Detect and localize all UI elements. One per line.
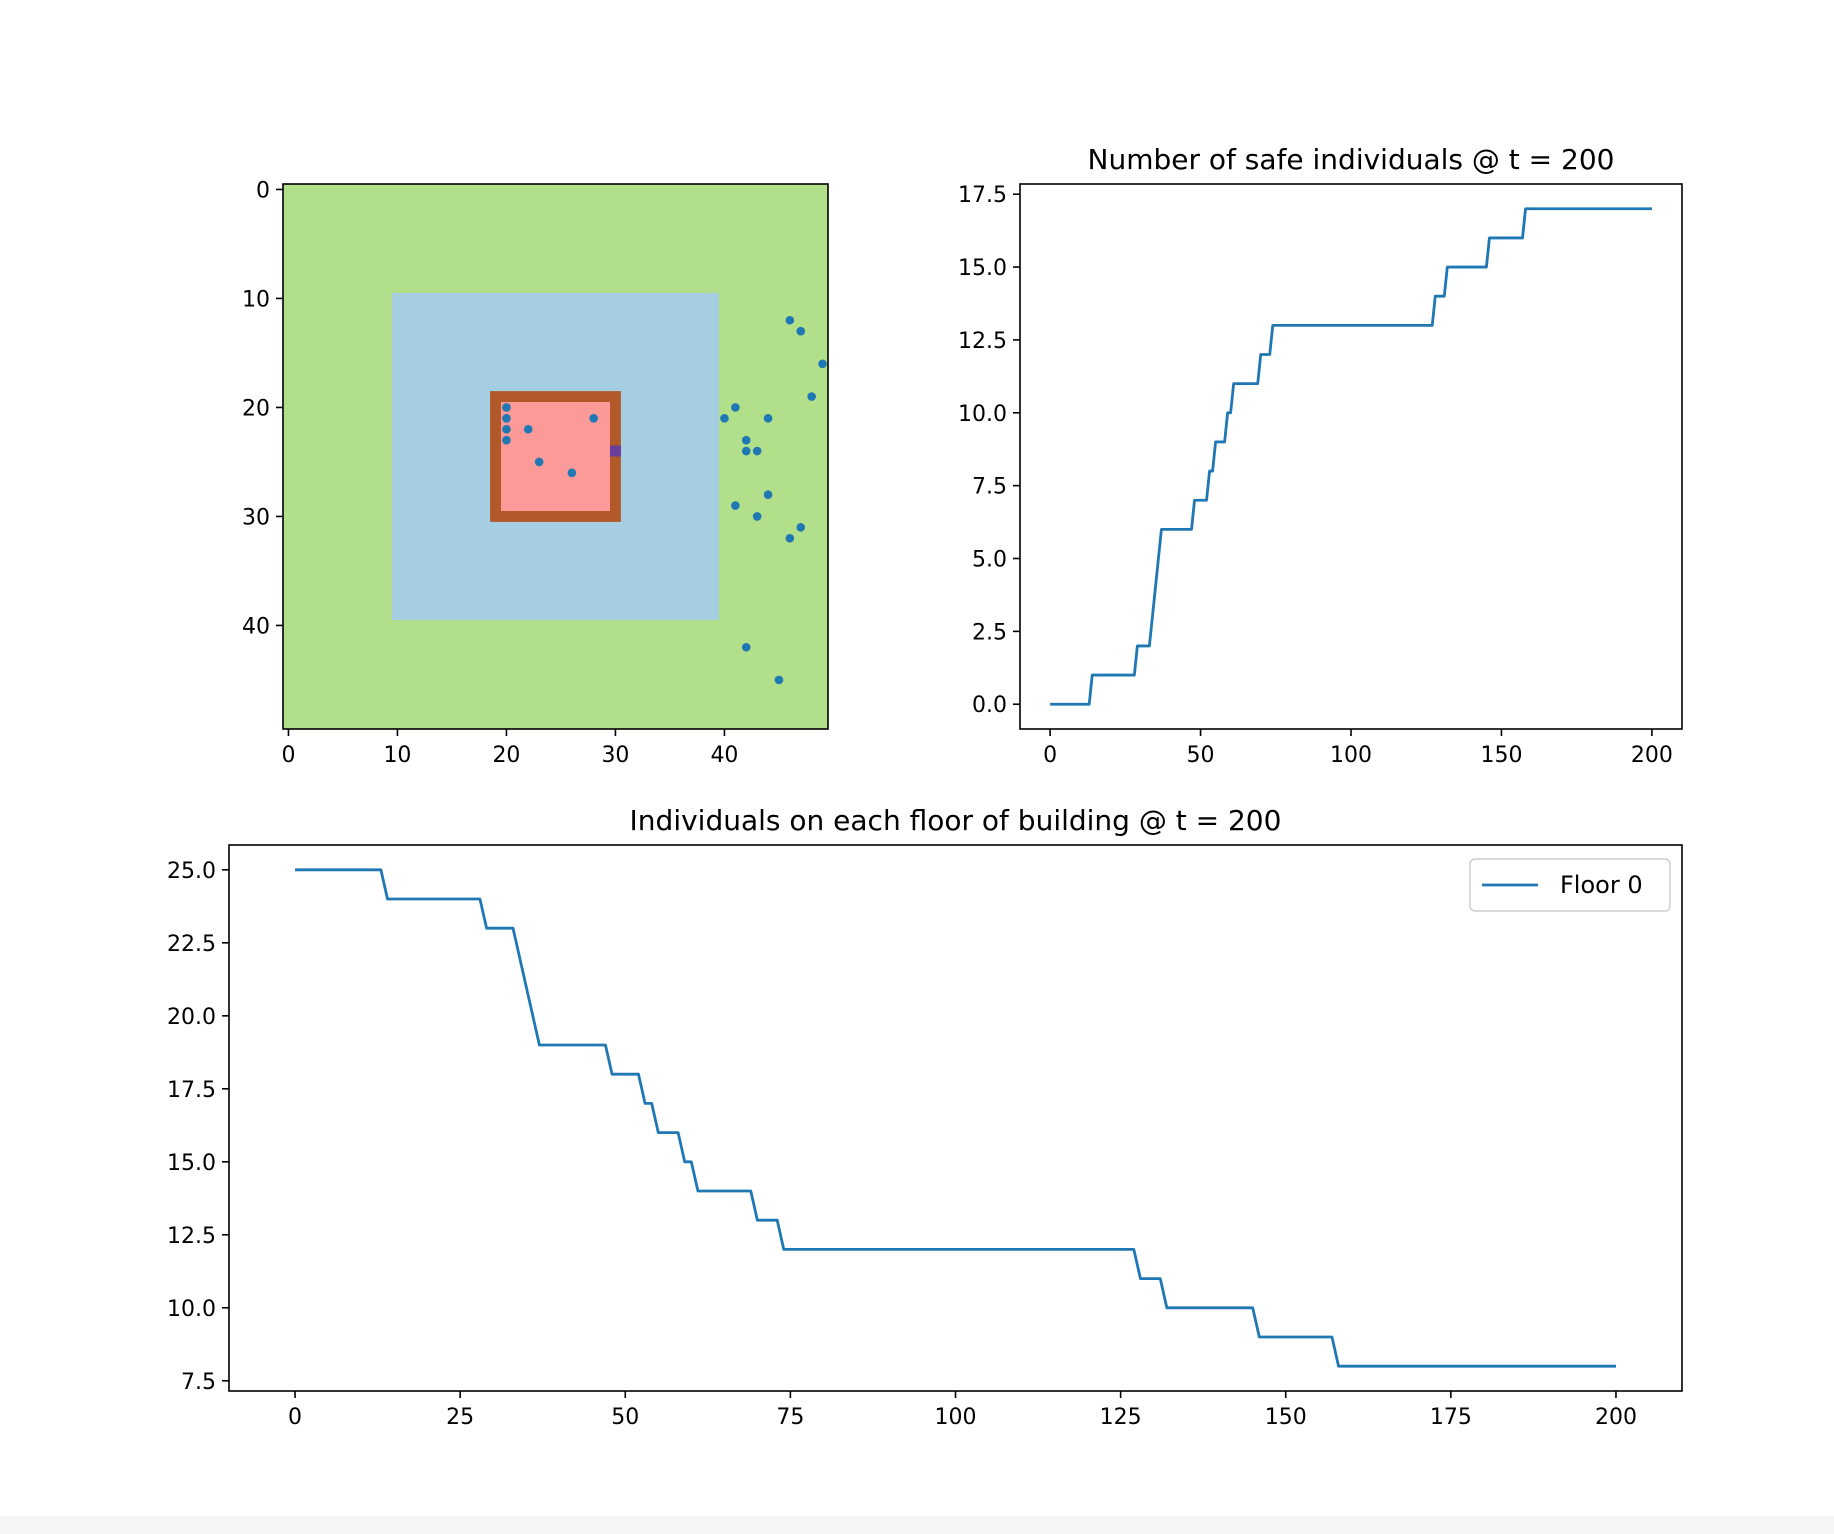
- individual-point: [502, 414, 511, 423]
- individual-point: [502, 424, 511, 434]
- x-tick-label: 50: [1187, 743, 1215, 768]
- map-region-exit: [610, 445, 621, 457]
- x-tick-label: 20: [492, 743, 520, 768]
- safe-individuals-panel: Number of safe individuals @ t = 200 0 50 1…: [958, 143, 1683, 768]
- x-tick-label: 175: [1430, 1405, 1472, 1430]
- x-tick-label: 30: [601, 743, 629, 768]
- floor-individuals-panel: Individuals on each floor of building @ …: [167, 804, 1683, 1430]
- x-tick-label: 75: [776, 1405, 804, 1430]
- individual-point: [731, 501, 740, 510]
- individual-point: [763, 414, 773, 423]
- individual-point: [796, 326, 806, 336]
- x-tick-label: 0: [288, 1405, 302, 1430]
- individual-point: [502, 403, 511, 412]
- individual-point: [752, 446, 762, 456]
- chart-title: Number of safe individuals @ t = 200: [1088, 143, 1615, 176]
- individual-point: [534, 457, 544, 467]
- x-tick-label: 125: [1100, 1405, 1142, 1430]
- individual-point: [567, 468, 577, 478]
- y-tick-label: 25.0: [167, 859, 216, 884]
- y-tick-label: 40: [242, 614, 270, 639]
- individual-point: [720, 414, 729, 423]
- y-tick-label: 0: [256, 178, 270, 203]
- x-tick-label: 10: [383, 743, 411, 768]
- y-tick-label: 0.0: [972, 693, 1007, 718]
- y-tick-label: 10: [242, 287, 270, 312]
- x-tick-label: 150: [1480, 743, 1522, 768]
- chart-title: Individuals on each floor of building @ …: [630, 804, 1282, 837]
- x-tick-label: 200: [1595, 1405, 1637, 1430]
- x-tick-label: 150: [1265, 1405, 1307, 1430]
- individual-point: [785, 533, 795, 543]
- individual-point: [796, 523, 806, 532]
- y-tick-label: 7.5: [972, 475, 1007, 500]
- individual-point: [774, 675, 784, 685]
- individual-point: [523, 424, 533, 434]
- individual-point: [752, 512, 762, 521]
- individual-point: [731, 403, 740, 412]
- series-line-0: [1050, 207, 1652, 706]
- y-tick-label: 10.0: [167, 1297, 216, 1322]
- y-tick-label: 2.5: [972, 620, 1007, 645]
- x-tick-label: 40: [710, 743, 738, 768]
- y-tick-label: 15.0: [958, 256, 1007, 281]
- legend: Floor 0: [1469, 858, 1671, 912]
- y-tick-label: 17.5: [167, 1078, 216, 1103]
- series-line-0: [295, 868, 1616, 1368]
- individual-point: [589, 414, 598, 423]
- y-tick-label: 17.5: [958, 183, 1007, 208]
- legend-box: [1469, 858, 1671, 912]
- individual-point: [741, 435, 751, 445]
- y-tick-label: 20: [242, 396, 270, 421]
- individual-point: [741, 642, 751, 652]
- y-tick-label: 7.5: [181, 1370, 216, 1395]
- y-tick-label: 22.5: [167, 932, 216, 957]
- x-tick-label: 200: [1631, 743, 1673, 768]
- y-tick-label: 10.0: [958, 402, 1007, 427]
- y-tick-label: 15.0: [167, 1151, 216, 1176]
- individual-point: [741, 446, 751, 456]
- y-tick-label: 12.5: [958, 329, 1007, 354]
- x-tick-label: 50: [611, 1405, 639, 1430]
- x-tick-label: 0: [281, 743, 295, 768]
- axes-frame: [282, 183, 829, 730]
- y-tick-label: 20.0: [167, 1005, 216, 1030]
- y-tick-label: 30: [242, 505, 270, 530]
- individual-point: [502, 435, 511, 445]
- y-tick-label: 12.5: [167, 1224, 216, 1249]
- grid-map-panel: 0 10 20 30 40 0 10 20 30 40: [242, 178, 829, 768]
- individual-point: [785, 315, 795, 325]
- x-tick-label: 0: [1043, 743, 1057, 768]
- y-tick-label: 5.0: [972, 548, 1007, 573]
- individual-point: [807, 392, 816, 401]
- x-tick-label: 100: [935, 1405, 977, 1430]
- x-tick-label: 25: [446, 1405, 474, 1430]
- individual-point: [818, 359, 827, 369]
- individual-point: [763, 490, 773, 499]
- legend-label: Floor 0: [1560, 871, 1643, 899]
- x-tick-label: 100: [1330, 743, 1372, 768]
- bottom-strip: [0, 1516, 1834, 1534]
